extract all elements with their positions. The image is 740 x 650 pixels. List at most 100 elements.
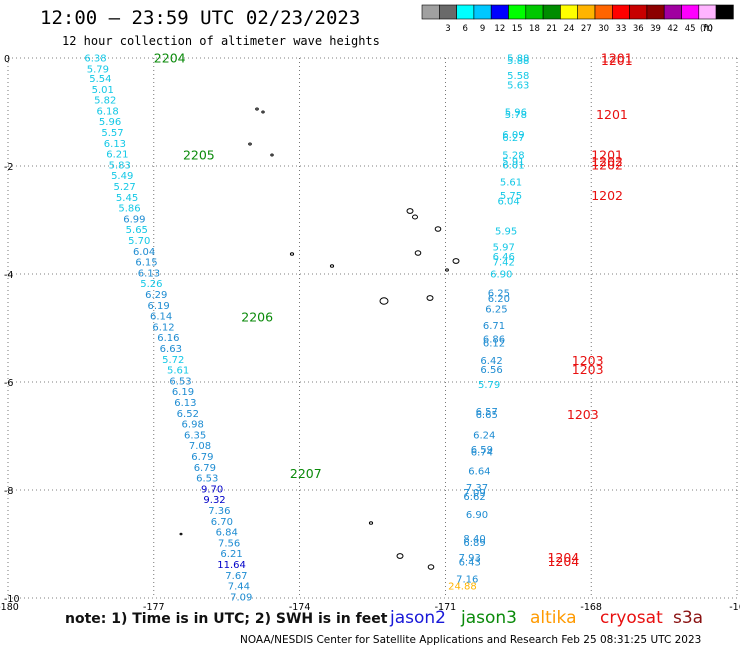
pass-time-label: 1204 — [547, 554, 579, 569]
track-east-wave-heights: 5.885.885.585.635.965.786.096.275.285.91… — [448, 54, 529, 593]
wave-height-label: 6.15 — [135, 258, 157, 269]
wave-height-label: 5.01 — [92, 85, 114, 96]
wave-height-label: 6.12 — [483, 339, 505, 350]
latitude-tick-label: -6 — [4, 378, 13, 389]
map-axis-labels: -180 -177 -174 -171 -168 -16 0 -2 -4 -6 -8 -10 — [0, 54, 740, 610]
legend-cryosat: cryosat — [600, 608, 663, 628]
wave-height-label: 6.43 — [459, 557, 481, 568]
island-outline — [289, 252, 295, 256]
wave-height-label: 5.26 — [140, 279, 162, 290]
wave-height-label: 6.42 — [480, 356, 502, 367]
wave-height-label: 6.56 — [480, 365, 502, 376]
wave-height-label: 6.24 — [473, 430, 495, 441]
wave-height-label: 5.57 — [101, 128, 123, 139]
legend-s3a: s3a — [673, 608, 704, 628]
longitude-tick-label: -174 — [289, 602, 311, 610]
credit-line: NOAA/NESDIS Center for Satellite Applica… — [240, 634, 702, 646]
longitude-tick-label: -180 — [0, 602, 19, 610]
pass-time-label: 1204 — [547, 550, 579, 565]
legend-tick-label: 3 — [445, 24, 450, 34]
legend-tick-label: 70 — [702, 24, 713, 34]
wave-height-label: 5.28 — [502, 151, 524, 162]
wave-height-label: 6.21 — [106, 150, 128, 161]
wave-height-label: 7.08 — [189, 441, 211, 452]
wave-height-label: 7.16 — [456, 575, 478, 586]
pass-time-label: 1202 — [591, 157, 623, 172]
wave-height-label: 6.46 — [493, 252, 515, 263]
wave-height-label: 6.64 — [468, 467, 490, 478]
wave-height-label: 7.56 — [218, 538, 240, 549]
wave-height-label: 6.13 — [104, 139, 126, 150]
pass-time-label: 1201 — [591, 148, 623, 163]
wave-height-label: 5.82 — [94, 96, 116, 107]
wave-height-label: 6.14 — [150, 312, 172, 323]
legend-tick-label: 36 — [633, 24, 644, 34]
legend-altika: altika — [530, 608, 577, 628]
wave-height-label: 6.35 — [184, 430, 206, 441]
wave-height-label: 5.58 — [507, 71, 529, 82]
wave-height-label: 6.38 — [84, 54, 106, 65]
legend-tick-label: 24 — [564, 24, 575, 34]
wave-height-label: 6.53 — [196, 474, 218, 485]
island-outline — [434, 226, 442, 232]
wave-height-label: 6.13 — [174, 398, 196, 409]
pass-time-label: 1202 — [591, 154, 623, 169]
wave-height-label: 11.64 — [217, 560, 246, 571]
wave-height-label: 6.98 — [182, 420, 204, 431]
legend-tick-label: 12 — [494, 24, 505, 34]
island-outline — [270, 153, 274, 157]
color-scale-legend: 3 6 9 12 15 18 21 24 27 30 33 36 39 42 45 70 (ft) — [421, 4, 734, 34]
longitude-tick-label: -168 — [580, 602, 602, 610]
wave-height-label: 5.54 — [89, 74, 111, 85]
wave-height-label: 6.19 — [172, 387, 194, 398]
legend-tick-label: 6 — [463, 24, 468, 34]
wave-height-label: 5.61 — [167, 366, 189, 377]
wave-height-label: 8.40 — [463, 534, 485, 545]
legend-tick-label: 21 — [546, 24, 557, 34]
wave-height-label: 5.79 — [478, 380, 500, 391]
wave-height-label: 6.59 — [471, 445, 493, 456]
wave-height-label: 6.62 — [463, 492, 485, 503]
wave-height-label: 5.86 — [118, 204, 140, 215]
track-east-pass-times: 1201120112011201120212021202120312031203… — [547, 50, 632, 569]
wave-height-label: 5.96 — [99, 117, 121, 128]
wave-height-label: 6.01 — [502, 160, 524, 171]
island-outline — [368, 521, 374, 525]
wave-height-label: 5.63 — [507, 81, 529, 92]
island-outline — [427, 564, 435, 570]
wave-height-label: 5.45 — [116, 193, 138, 204]
legend-tick-label: 33 — [616, 24, 627, 34]
longitude-tick-label: -16 — [729, 602, 740, 610]
wave-height-label: 9.70 — [201, 484, 223, 495]
wave-height-label: 6.27 — [502, 133, 524, 144]
latitude-tick-label: 0 — [4, 54, 10, 65]
wave-height-label: 5.65 — [126, 225, 148, 236]
pass-time-label: 1203 — [567, 407, 599, 422]
wave-height-label: 6.84 — [216, 528, 238, 539]
island-outline — [426, 295, 434, 301]
legend-tick-label: 45 — [685, 24, 696, 34]
wave-height-label: 5.61 — [500, 178, 522, 189]
wave-height-label: 6.90 — [466, 510, 488, 521]
island-outline — [379, 297, 389, 305]
wave-height-label: 7.44 — [228, 582, 250, 593]
wave-height-label: 6.79 — [191, 452, 213, 463]
wave-height-label: 6.63 — [160, 344, 182, 355]
footnote: note: 1) Time is in UTC; 2) SWH is in fe… — [65, 611, 388, 627]
wave-height-label: 6.86 — [483, 334, 505, 345]
wave-height-label: 7.67 — [225, 571, 247, 582]
pass-time-label: 1203 — [572, 362, 604, 377]
wave-height-label: 9.32 — [203, 495, 225, 506]
wave-height-label: 6.09 — [502, 130, 524, 141]
pass-time-label: 2204 — [154, 50, 186, 65]
legend-tick-label: 39 — [650, 24, 661, 34]
legend-tick-label: 30 — [598, 24, 609, 34]
wave-height-label: 5.95 — [495, 226, 517, 237]
wave-height-label: 6.89 — [463, 538, 485, 549]
wave-height-label: 5.83 — [109, 160, 131, 171]
wave-height-label: 6.12 — [152, 322, 174, 333]
wave-height-label: 7.93 — [459, 553, 481, 564]
wave-height-label: 5.75 — [500, 191, 522, 202]
legend-unit-label: (ft) — [700, 24, 713, 34]
wave-height-label: 6.57 — [476, 407, 498, 418]
